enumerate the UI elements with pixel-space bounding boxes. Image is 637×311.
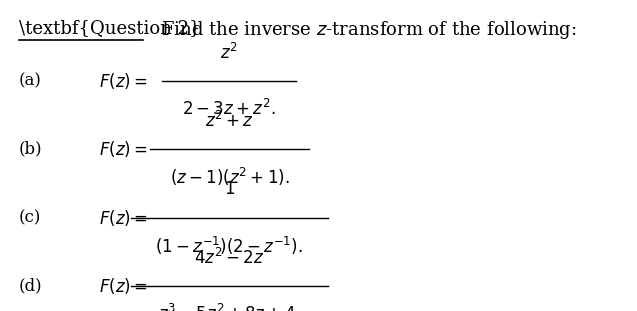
Text: (a): (a) xyxy=(19,72,42,89)
Text: $2 - 3z + z^2$$.$: $2 - 3z + z^2$$.$ xyxy=(182,99,276,119)
Text: $F(z) =$: $F(z) =$ xyxy=(99,276,147,296)
Text: \textbf{Question 2}: \textbf{Question 2} xyxy=(19,19,201,37)
Text: $z^2 + z$: $z^2 + z$ xyxy=(205,111,254,131)
Text: $(1-z^{-1})(2-z^{-1})$$.$: $(1-z^{-1})(2-z^{-1})$$.$ xyxy=(155,234,303,257)
Text: Find the inverse $z$-transform of the following:: Find the inverse $z$-transform of the fo… xyxy=(150,19,576,41)
Text: (c): (c) xyxy=(19,209,41,226)
Text: $(z-1)(z^2+1)$$.$: $(z-1)(z^2+1)$$.$ xyxy=(169,166,289,188)
Text: $F(z) =$: $F(z) =$ xyxy=(99,139,147,159)
Text: $F(z) =$: $F(z) =$ xyxy=(99,71,147,91)
Text: $1$: $1$ xyxy=(224,181,235,198)
Text: $z^3 - 5z^2 + 8z + 4$$.$: $z^3 - 5z^2 + 8z + 4$$.$ xyxy=(158,304,301,311)
Text: $z^2$: $z^2$ xyxy=(220,43,238,63)
Text: $4z^2 - 2z$: $4z^2 - 2z$ xyxy=(194,248,264,268)
Text: (b): (b) xyxy=(19,141,43,158)
Text: $F(z) =$: $F(z) =$ xyxy=(99,208,147,228)
Text: (d): (d) xyxy=(19,278,43,295)
